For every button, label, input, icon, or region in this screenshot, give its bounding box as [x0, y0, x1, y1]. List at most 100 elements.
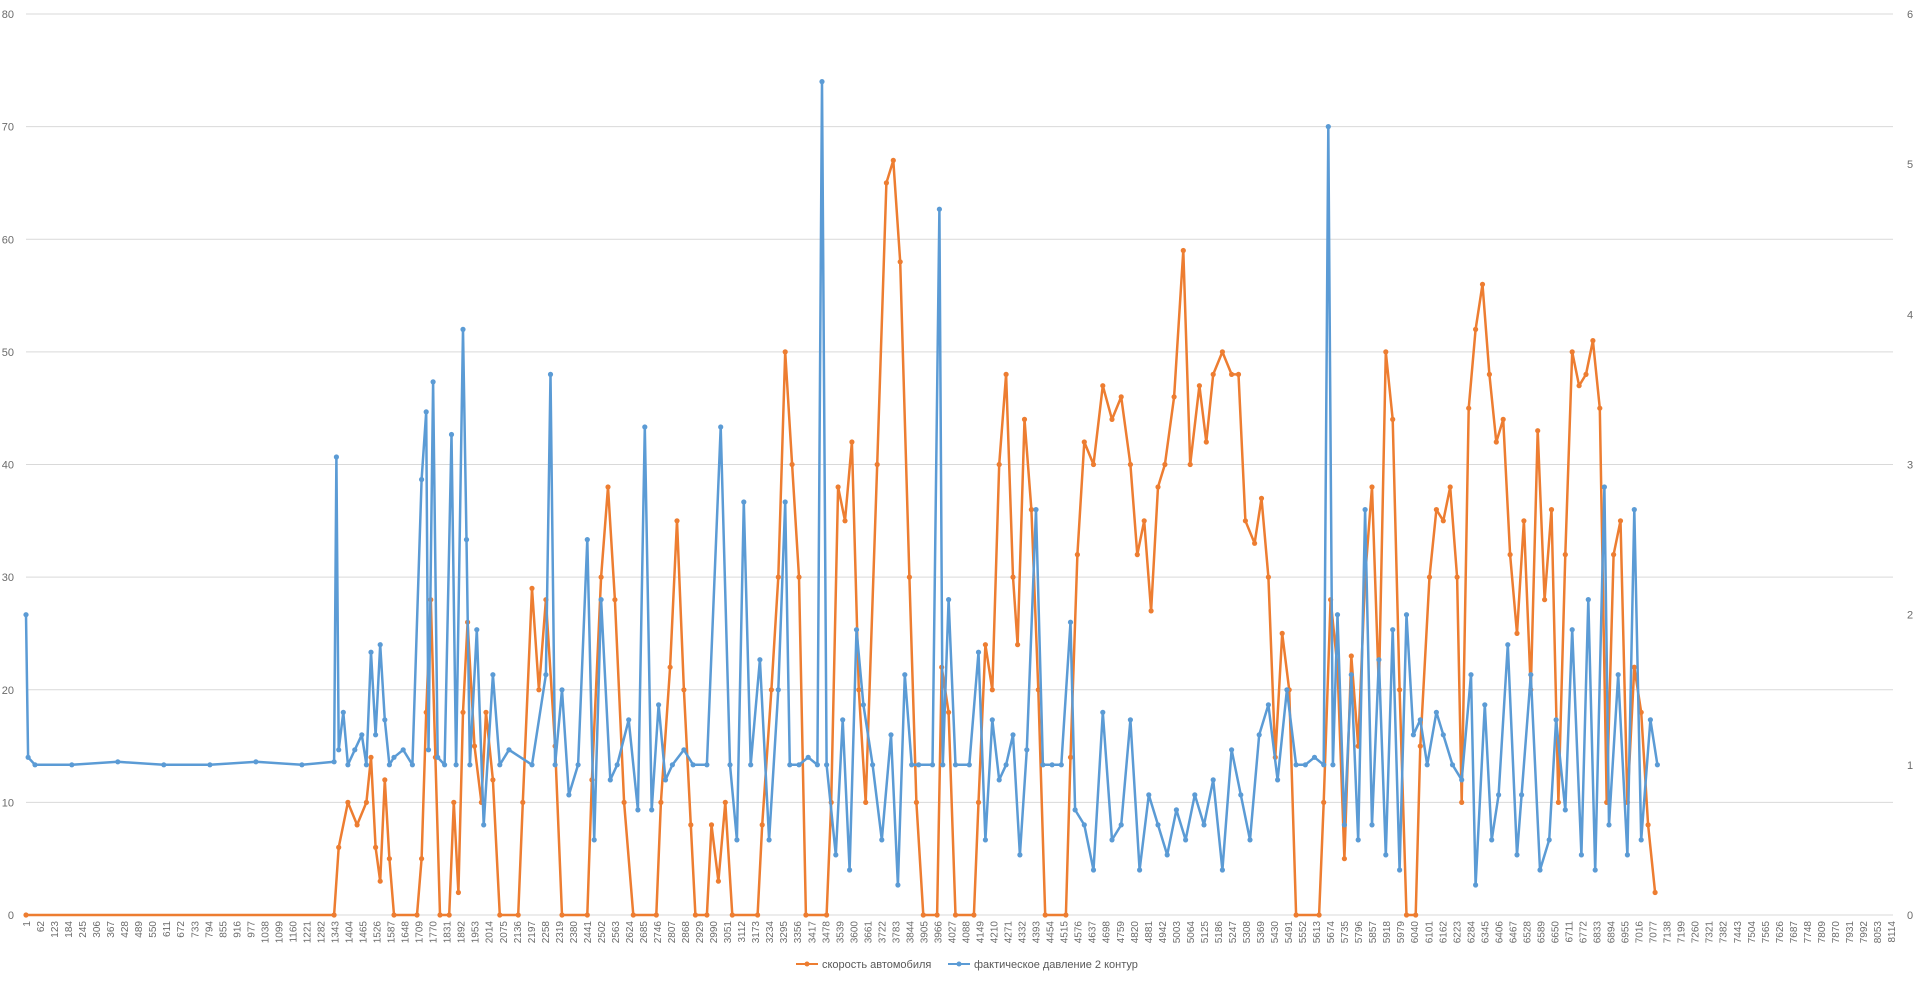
left-tick-label: 40 [2, 460, 14, 472]
x-tick-label: 1038 [260, 921, 271, 944]
data-point [653, 912, 659, 918]
data-point [382, 777, 388, 783]
x-tick-label: 5003 [1172, 921, 1183, 944]
data-point [621, 799, 627, 806]
data-point [759, 822, 765, 828]
x-tick-label: 6528 [1522, 921, 1533, 944]
data-point [460, 326, 466, 332]
data-point [430, 379, 436, 385]
x-tick-label: 62 [36, 921, 47, 933]
data-point [1100, 383, 1106, 389]
data-point [391, 754, 397, 760]
x-axis-ticks: 1 62 123 184 245 306 367 428 489 550 611 672 733 794 8… [22, 921, 1898, 944]
data-point [32, 762, 38, 768]
x-tick-label: 1282 [316, 921, 327, 944]
data-point [419, 476, 425, 483]
x-tick-label: 5369 [1256, 921, 1267, 944]
data-point [442, 762, 448, 768]
data-point [1397, 687, 1403, 693]
x-tick-label: 4576 [1074, 921, 1085, 944]
data-point [658, 799, 664, 806]
data-point [161, 762, 167, 768]
data-point [835, 484, 841, 490]
data-point [1562, 807, 1568, 813]
data-point [1413, 912, 1419, 918]
data-point [975, 799, 982, 806]
data-point [1109, 837, 1115, 843]
data-point [1449, 762, 1456, 768]
data-point [536, 687, 542, 693]
x-tick-label: 6894 [1607, 921, 1618, 944]
data-point [1535, 428, 1541, 434]
data-point [708, 822, 715, 828]
data-point [1256, 732, 1262, 738]
x-tick-label: 6589 [1536, 921, 1547, 944]
data-point [1479, 281, 1486, 287]
data-point [1229, 747, 1235, 753]
x-tick-label: 1953 [471, 921, 482, 944]
data-point [1410, 732, 1416, 738]
data-point [952, 912, 959, 918]
data-point [789, 461, 795, 468]
x-tick-label: 7809 [1817, 921, 1828, 944]
data-point [1548, 507, 1555, 513]
data-point [1341, 822, 1347, 828]
data-point [1302, 762, 1308, 768]
data-point [1201, 822, 1207, 828]
data-point [1631, 507, 1637, 513]
data-point [863, 799, 869, 806]
x-tick-label: 1587 [387, 921, 398, 944]
data-point [929, 762, 936, 768]
x-tick-label: 3844 [905, 921, 916, 944]
data-point [1631, 664, 1637, 670]
x-tick-label: 5735 [1340, 921, 1351, 944]
data-point [1576, 383, 1582, 389]
data-point [1569, 627, 1575, 633]
data-point [796, 574, 802, 580]
data-point [982, 642, 989, 648]
data-point [966, 762, 972, 768]
x-tick-label: 916 [232, 921, 243, 938]
x-tick-label: 4210 [990, 921, 1001, 944]
data-point [1242, 518, 1248, 524]
x-tick-label: 1709 [415, 921, 426, 944]
data-point [1562, 552, 1568, 558]
data-point [1417, 717, 1423, 723]
x-tick-label: 6406 [1494, 921, 1505, 944]
data-point [552, 762, 558, 768]
data-point [690, 762, 696, 768]
data-point [1369, 822, 1375, 828]
data-point [704, 762, 710, 768]
data-point [1624, 852, 1630, 858]
x-tick-label: 7321 [1705, 921, 1716, 944]
data-point [775, 574, 781, 580]
x-tick-label: 855 [218, 921, 229, 938]
data-point [1258, 495, 1265, 501]
data-point [419, 856, 425, 862]
legend-item-pressure: фактическое давление 2 контур [948, 959, 1138, 971]
data-point [1003, 371, 1009, 377]
data-point [1514, 630, 1520, 637]
data-point [1369, 484, 1375, 490]
data-point [874, 461, 880, 468]
data-point [1376, 657, 1382, 663]
data-point [1505, 642, 1511, 648]
x-tick-label: 6711 [1564, 921, 1575, 943]
x-tick-label: 3905 [919, 921, 930, 944]
data-point [1219, 867, 1225, 873]
data-point [1141, 518, 1147, 524]
data-point [253, 759, 259, 765]
data-point [386, 856, 392, 862]
data-point [1514, 852, 1520, 858]
data-point [1454, 574, 1460, 580]
data-point [1081, 822, 1087, 828]
data-point [1118, 822, 1124, 828]
data-point [1519, 792, 1525, 798]
data-point [1010, 574, 1016, 580]
x-tick-label: 2990 [709, 921, 720, 944]
x-tick-label: 8053 [1873, 921, 1884, 944]
data-point [1330, 762, 1336, 768]
data-point [605, 484, 611, 490]
x-tick-label: 3478 [821, 921, 832, 944]
x-tick-label: 7016 [1635, 921, 1646, 944]
